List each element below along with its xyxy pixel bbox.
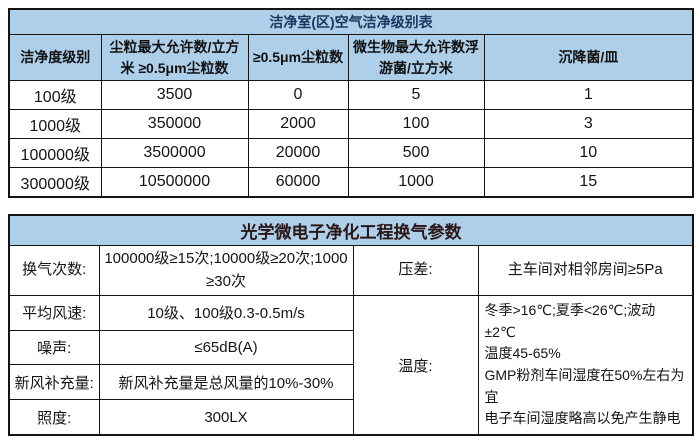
cell-settling: 1 (483, 80, 694, 110)
illumination-label: 照度: (8, 399, 100, 436)
table2-title: 光学微电子净化工程换气参数 (8, 214, 694, 246)
cell-level: 100000级 (8, 138, 102, 168)
pressure-label: 压差: (352, 245, 479, 296)
velocity-value: 10级、100级0.3-0.5m/s (98, 295, 354, 331)
cell-settling: 15 (483, 167, 694, 198)
table2-row-fresh-air: 新风补充量: 新风补充量是总风量的10%-30% (8, 364, 693, 401)
cell-microbes: 500 (347, 138, 485, 168)
table1-row-300000: 300000级 10500000 60000 1000 15 (8, 167, 694, 198)
noise-value: ≤65dB(A) (98, 329, 354, 366)
table1-header-level: 洁净度级别 (8, 34, 102, 81)
temperature-line-4: 电子车间湿度略高以免产生静电 (484, 410, 681, 427)
cell-particles-05um: 20000 (247, 138, 349, 168)
table1-header-settling-bacteria: 沉降菌/皿 (483, 34, 694, 81)
cell-max-particles: 10500000 (100, 167, 249, 198)
purification-params-table: 光学微电子净化工程换气参数 换气次数: 100000级≥15次;10000级≥2… (8, 214, 694, 437)
table2-row-illumination: 照度: 300LX (8, 399, 693, 436)
cell-max-particles: 3500000 (100, 138, 249, 168)
cleanroom-level-table: 洁净室(区)空气洁净级别表 洁净度级别 尘粒最大允许数/立方米 ≥0.5μm尘粒… (8, 8, 695, 198)
cell-level: 300000级 (8, 167, 102, 198)
table2-title-row: 光学微电子净化工程换气参数 (8, 214, 694, 246)
table1-header-particles-05um: ≥0.5μm尘粒数 (247, 34, 349, 81)
air-change-label: 换气次数: (8, 245, 100, 296)
velocity-label: 平均风速: (8, 295, 100, 331)
air-change-value: 100000级≥15次;10000级≥20次;1000≥30次 (98, 245, 354, 296)
cell-microbes: 1000 (347, 167, 485, 198)
cell-microbes: 5 (347, 80, 485, 110)
temperature-label: 温度: (352, 295, 479, 436)
cell-particles-05um: 60000 (247, 167, 349, 198)
table1-header-row: 洁净度级别 尘粒最大允许数/立方米 ≥0.5μm尘粒数 ≥0.5μm尘粒数 微生… (8, 34, 694, 81)
table1-title: 洁净室(区)空气洁净级别表 (8, 8, 694, 35)
noise-label: 噪声: (8, 329, 100, 366)
pressure-value: 主车间对相邻房间≥5Pa (477, 245, 694, 296)
table1-row-100: 100级 3500 0 5 1 (8, 80, 694, 110)
fresh-air-value: 新风补充量是总风量的10%-30% (98, 364, 354, 401)
cell-particles-05um: 2000 (247, 109, 349, 139)
cell-settling: 10 (483, 138, 694, 168)
table1-title-row: 洁净室(区)空气洁净级别表 (8, 8, 694, 35)
cell-level: 100级 (8, 80, 102, 110)
fresh-air-label: 新风补充量: (8, 364, 100, 401)
temperature-line-3: GMP粉剂车间湿度在50%左右为宜 (484, 367, 685, 405)
illumination-value: 300LX (98, 399, 354, 436)
table1-header-max-particles: 尘粒最大允许数/立方米 ≥0.5μm尘粒数 (100, 34, 249, 81)
cell-max-particles: 3500 (100, 80, 249, 110)
cell-settling: 3 (483, 109, 694, 139)
table2-row-noise: 噪声: ≤65dB(A) (8, 329, 693, 366)
table1-row-1000: 1000级 350000 2000 100 3 (8, 109, 694, 139)
tables-gap (8, 198, 692, 214)
table1-row-100000: 100000级 3500000 20000 500 10 (8, 138, 694, 168)
cell-max-particles: 350000 (100, 109, 249, 139)
cell-microbes: 100 (347, 109, 485, 139)
temperature-value: 冬季>16℃;夏季<26℃;波动±2℃ 温度45-65% GMP粉剂车间湿度在5… (477, 295, 694, 436)
table1-header-microbes: 微生物最大允许数浮游菌/立方米 (347, 34, 485, 81)
cell-level: 1000级 (8, 109, 102, 139)
table2-row-velocity: 平均风速: 10级、100级0.3-0.5m/s 温度: 冬季>16℃;夏季<2… (8, 295, 694, 436)
cell-particles-05um: 0 (247, 80, 349, 110)
temperature-line-2: 温度45-65% (484, 345, 561, 362)
table2-row-air-change: 换气次数: 100000级≥15次;10000级≥20次;1000≥30次 压差… (8, 245, 694, 296)
temperature-line-1: 冬季>16℃;夏季<26℃;波动±2℃ (484, 302, 656, 340)
